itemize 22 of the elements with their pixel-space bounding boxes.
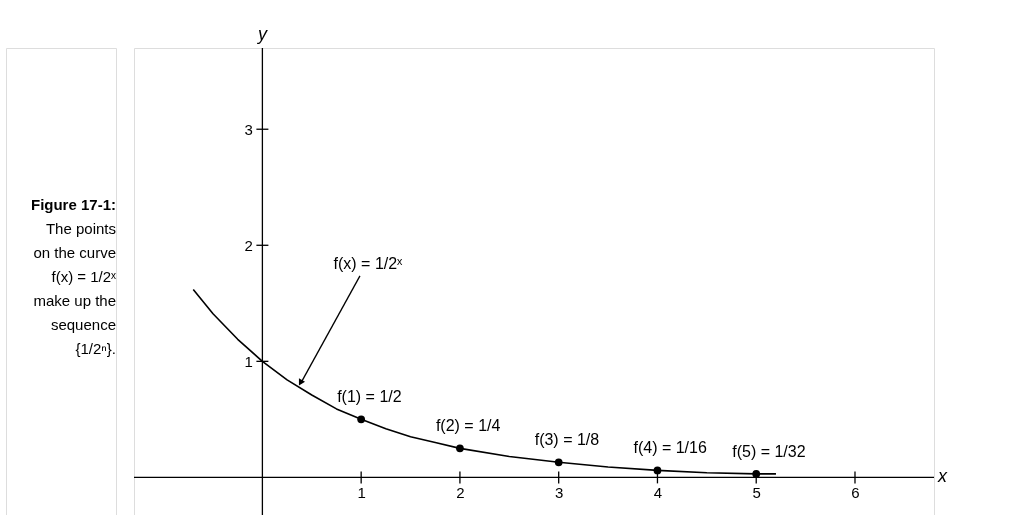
- point: [357, 415, 366, 424]
- annotation: f(4) = 1/16: [633, 439, 707, 457]
- text: The points on the curve f(x) = 1/2ˣ make up the sequence {1/2ⁿ}.: [33, 220, 117, 357]
- x-tick-label: 5: [752, 483, 761, 501]
- y-tick-label: 1: [244, 352, 253, 370]
- annotation: f(1) = 1/2: [337, 388, 402, 406]
- point: [456, 444, 464, 453]
- x-tick-label: 1: [357, 483, 366, 501]
- x-tick-label: 4: [653, 483, 663, 501]
- annotation: f(3) = 1/8: [534, 431, 600, 449]
- annotation: f(5) = 1/32: [732, 442, 806, 460]
- x-tick-label: 2: [456, 483, 465, 501]
- x-axis-title: x: [937, 466, 948, 487]
- y-tick-label: 2: [244, 236, 253, 254]
- x-tick-label: 3: [555, 483, 564, 501]
- annotation: f(2) = 1/4: [435, 417, 501, 435]
- x-tick-label: 6: [851, 483, 860, 501]
- y-tick-label: 3: [244, 120, 253, 138]
- annotation: f(x) = 1/2ˣ: [333, 254, 404, 272]
- point: [554, 458, 563, 467]
- y-axis-title: y: [255, 24, 268, 44]
- caption: Figure 17-1:: [30, 196, 116, 213]
